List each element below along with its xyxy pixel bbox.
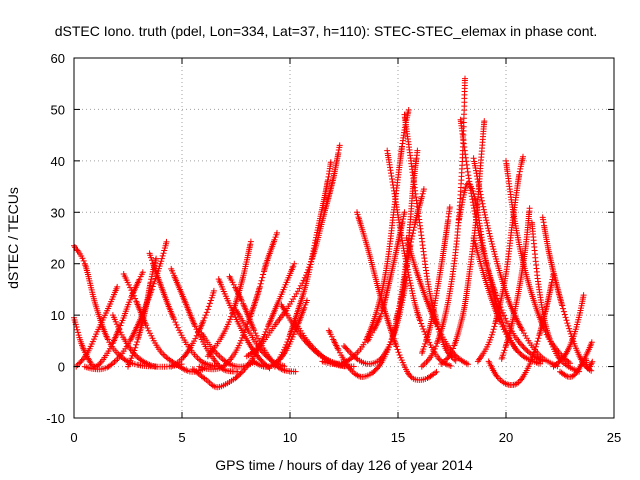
data-arc	[354, 209, 440, 383]
data-arc	[215, 276, 273, 372]
y-axis-label: dSTEC / TECUs	[5, 187, 21, 289]
x-tick-label: 5	[178, 430, 185, 445]
data-point-markers	[498, 205, 533, 362]
data-point-markers	[278, 301, 348, 370]
data-arc	[384, 147, 454, 369]
data-arc	[419, 204, 453, 356]
y-tick-label: 60	[51, 51, 65, 66]
data-point-markers	[384, 147, 454, 369]
data-series	[71, 75, 596, 391]
data-arc	[146, 250, 220, 370]
y-tick-label: 10	[51, 308, 65, 323]
data-arc	[485, 271, 557, 388]
data-point-markers	[125, 255, 160, 370]
data-point-markers	[393, 186, 427, 323]
data-point-markers	[550, 292, 587, 370]
y-tick-label: 20	[51, 257, 65, 272]
plot-frame	[73, 57, 615, 419]
data-point-markers	[364, 209, 408, 344]
data-point-markers	[419, 204, 453, 356]
data-point-markers	[539, 214, 595, 374]
data-point-markers	[146, 250, 220, 370]
data-point-markers	[485, 271, 557, 388]
data-point-markers	[215, 276, 273, 372]
data-arc	[168, 265, 241, 375]
x-tick-label: 0	[70, 430, 77, 445]
data-arc	[474, 153, 526, 365]
data-point-markers	[503, 157, 573, 367]
data-arc	[125, 255, 160, 370]
y-tick-label: 50	[51, 102, 65, 117]
data-arc	[364, 209, 408, 344]
data-point-markers	[168, 287, 217, 370]
x-tick-label: 20	[499, 430, 513, 445]
data-arc	[539, 214, 595, 374]
data-arc	[393, 186, 427, 323]
data-point-markers	[243, 142, 343, 360]
data-point-markers	[455, 180, 520, 353]
data-arc	[582, 355, 596, 372]
data-arc	[498, 205, 533, 362]
x-axis-label: GPS time / hours of day 126 of year 2014	[215, 457, 473, 473]
data-point-markers	[528, 219, 583, 375]
data-point-markers	[168, 265, 241, 375]
data-point-markers	[474, 153, 526, 365]
chart-title: dSTEC Iono. truth (pdel, Lon=334, Lat=37…	[55, 23, 598, 39]
data-arc	[198, 330, 258, 370]
data-arc	[503, 157, 573, 367]
data-arc	[550, 292, 587, 370]
data-arc	[243, 142, 343, 360]
data-point-markers	[582, 355, 596, 372]
data-arc	[278, 301, 348, 370]
data-arc	[168, 287, 217, 370]
y-tick-label: 0	[58, 360, 65, 375]
y-tick-label: 30	[51, 205, 65, 220]
axis-ticks: 0 5 10 15 20 25 -10 0 10 20 30 40 50 60	[46, 51, 621, 445]
data-point-markers	[198, 330, 258, 370]
x-tick-label: 10	[283, 430, 297, 445]
data-arc	[528, 219, 583, 375]
data-point-markers	[354, 209, 440, 383]
y-tick-label: 40	[51, 154, 65, 169]
x-tick-label: 25	[607, 430, 621, 445]
x-tick-label: 15	[391, 430, 405, 445]
y-tick-label: -10	[46, 411, 65, 426]
data-point-markers	[73, 283, 121, 370]
data-arc	[455, 180, 520, 353]
data-arc	[73, 283, 121, 370]
